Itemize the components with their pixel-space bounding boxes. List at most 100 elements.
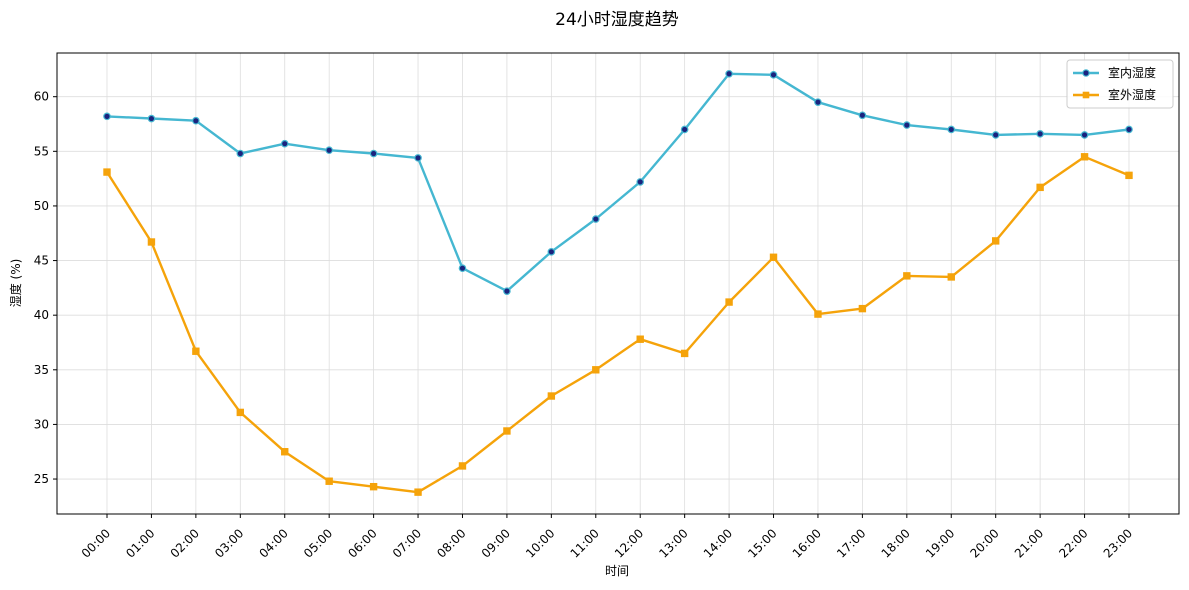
data-point [280,139,289,148]
data-point [636,335,644,343]
data-point [903,121,911,129]
y-tick-label: 30 [34,417,49,431]
x-tick-label: 13:00 [656,526,690,560]
data-point [192,347,200,355]
x-tick-label: 07:00 [390,526,424,560]
data-point [680,349,689,358]
data-point [147,114,156,123]
x-axis-label: 时间 [605,564,629,578]
data-point [947,273,955,281]
x-tick-label: 15:00 [745,526,779,560]
data-point [991,237,1000,245]
x-tick-label: 17:00 [834,526,868,560]
data-point [103,112,111,121]
x-axis: 00:00 01:00 02:00 03:00 04:00 05:00 06:00 07:00… [79,514,1135,561]
data-point [725,69,733,78]
plot-frame [56,52,1180,515]
x-tick-label: 18:00 [879,526,913,560]
data-point [414,154,422,162]
y-tick-label: 55 [34,144,49,158]
data-point [814,310,822,318]
chart-title: 24小时湿度趋势 [555,10,679,30]
x-tick-label: 16:00 [790,526,824,560]
legend-marker [1082,69,1090,77]
data-point [1036,130,1044,138]
x-tick-label: 09:00 [479,526,513,560]
data-point [414,488,422,496]
data-point [769,71,778,79]
y-axis-label: 湿度 (%) [8,259,23,308]
data-point [547,248,556,256]
data-point [858,304,867,313]
y-tick-label: 35 [34,363,49,377]
x-tick-label: 12:00 [612,526,646,560]
series-1 [103,69,1133,295]
data-point [325,477,333,485]
data-point [680,125,689,134]
data-point [369,482,378,491]
x-tick-label: 20:00 [967,526,1001,560]
data-point [592,366,600,374]
data-point [1125,125,1133,134]
series-line [106,72,1130,293]
series-line [105,155,1130,494]
data-point [281,448,289,456]
data-point [325,146,333,155]
data-point [1080,153,1089,161]
x-tick-label: 08:00 [434,526,468,560]
x-tick-label: 01:00 [123,526,157,560]
x-tick-label: 19:00 [923,526,957,560]
data-point [858,111,867,120]
data-point [458,264,467,273]
x-tick-label: 10:00 [523,526,557,560]
data-point [547,392,556,400]
x-tick-label: 22:00 [1056,526,1090,560]
series-layer [103,69,1133,496]
data-point [1036,183,1044,192]
data-point [947,125,956,134]
data-point [503,427,511,435]
data-point [236,149,245,158]
data-point [369,149,378,158]
data-point [725,298,733,306]
data-point [1125,171,1133,180]
x-tick-label: 14:00 [701,526,735,560]
data-point [903,272,911,280]
y-axis: 25 30 35 40 45 50 55 60 [34,90,57,486]
data-point [236,408,245,417]
x-tick-label: 02:00 [168,526,202,560]
legend-marker [1082,91,1090,99]
data-point [103,168,111,176]
x-tick-label: 06:00 [345,526,379,560]
y-tick-label: 45 [34,254,49,268]
data-point [458,462,467,470]
grid [57,53,1179,514]
y-tick-label: 25 [34,472,49,486]
data-point [814,98,822,106]
x-tick-label: 03:00 [212,526,246,560]
x-tick-label: 21:00 [1012,526,1046,560]
data-point [192,116,200,125]
legend-label: 室内湿度 [1108,65,1156,80]
x-tick-label: 05:00 [301,526,335,560]
data-point [503,287,511,295]
series-2 [103,153,1133,496]
y-tick-label: 40 [34,308,49,322]
legend-label: 室外湿度 [1108,87,1156,102]
x-tick-label: 04:00 [256,526,290,560]
data-point [147,238,156,246]
data-point [636,178,645,186]
data-point [1080,131,1089,139]
y-tick-label: 60 [34,90,49,104]
data-point [591,215,600,223]
legend-item-2: 室外湿度 [1073,87,1156,102]
x-tick-label: 00:00 [79,526,113,560]
x-tick-label: 23:00 [1101,526,1135,560]
x-tick-label: 11:00 [568,526,602,560]
y-tick-label: 50 [34,199,49,213]
legend-item-1: 室内湿度 [1073,65,1156,80]
data-point [991,131,1000,139]
